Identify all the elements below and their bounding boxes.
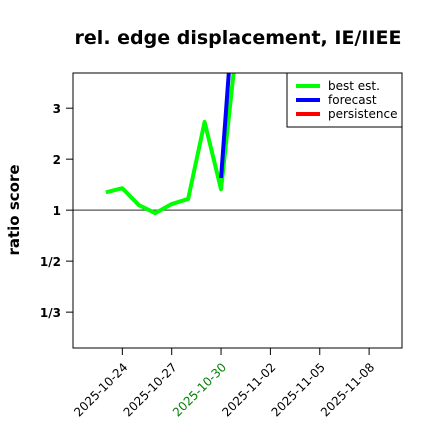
- legend-label: forecast: [328, 93, 377, 107]
- y-tick-label: 1/2: [40, 255, 61, 269]
- y-tick-label: 2: [53, 153, 61, 167]
- chart-title: rel. edge displacement, IE/IIEE: [75, 27, 402, 49]
- y-tick-label: 3: [53, 102, 61, 116]
- y-axis-label: ratio score: [5, 164, 23, 255]
- series-line: [219, 73, 231, 179]
- y-tick-label: 1/3: [40, 306, 61, 320]
- series-line: [105, 73, 236, 216]
- legend-label: best est.: [328, 79, 380, 93]
- legend-label: persistence: [328, 107, 397, 121]
- x-tick-label: 2025-11-08: [318, 360, 377, 419]
- plot-area: [73, 73, 402, 216]
- y-tick-label: 1: [53, 204, 61, 218]
